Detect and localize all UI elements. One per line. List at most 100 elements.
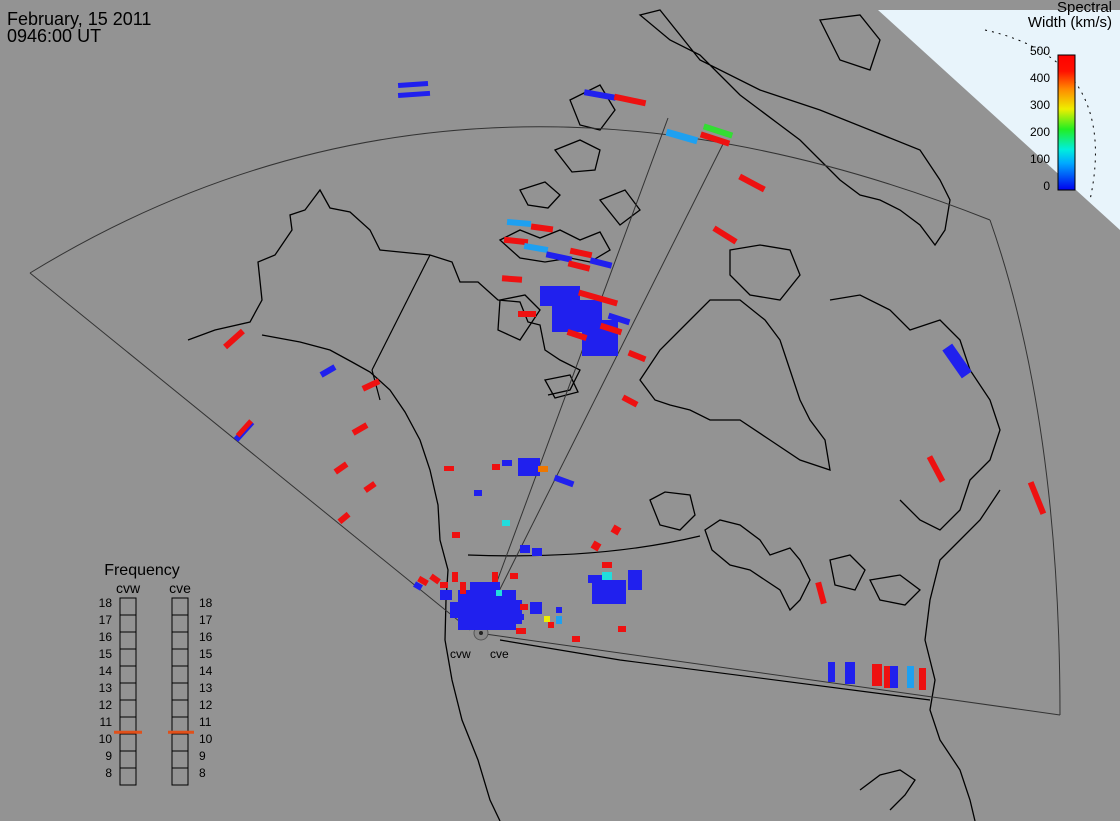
scatter-cell	[333, 461, 349, 475]
scatter-cell	[567, 260, 591, 272]
scatter-cell	[502, 460, 512, 466]
scatter-cell	[440, 582, 448, 588]
scatter-cell	[942, 343, 972, 379]
frequency-tick-label: 13	[99, 681, 113, 695]
scatter-cell	[440, 590, 452, 600]
frequency-tick-label: 8	[105, 766, 112, 780]
scatter-cell	[926, 455, 946, 483]
borders	[371, 254, 931, 701]
scatter-cell	[572, 636, 580, 642]
frequency-tick-label: 10	[99, 732, 113, 746]
scatter-cell	[502, 520, 510, 526]
scatter-cell	[712, 225, 738, 245]
colorbar-tick-label: 400	[1030, 71, 1050, 85]
scatter-cell	[553, 474, 575, 488]
frequency-tick-label: 18	[99, 596, 113, 610]
frequency-radar-right: cve	[169, 580, 191, 596]
scatter-cell	[607, 312, 631, 326]
scatter-cell	[518, 311, 536, 317]
scatter-cell	[566, 329, 588, 341]
scatter-cell	[538, 466, 548, 472]
frequency-cell	[119, 631, 137, 650]
scatter-cell	[602, 572, 612, 580]
frequency-tick-label: 17	[199, 613, 213, 627]
scatter-cell	[583, 89, 617, 101]
scatter-cell	[613, 93, 647, 107]
scatter-cell	[621, 394, 639, 408]
scatter-cell	[429, 573, 441, 585]
scatter-cell	[618, 626, 626, 632]
scatter-cell	[361, 378, 381, 392]
scatter-cell	[665, 128, 699, 145]
scatter-cell	[556, 607, 562, 613]
scatter-cell	[503, 236, 529, 246]
scatter-cell	[530, 602, 542, 614]
scatter-cell	[738, 173, 766, 193]
scatter-cell	[599, 322, 623, 336]
frequency-tick-label: 14	[199, 664, 213, 678]
scatter-cell	[520, 545, 530, 553]
scatter-cell	[514, 614, 524, 620]
frequency-tick-label: 9	[199, 749, 206, 763]
scatter-cell	[474, 490, 482, 496]
scatter-cell	[492, 464, 500, 470]
frequency-tick-label: 10	[199, 732, 213, 746]
scatter-cell	[556, 616, 562, 624]
scatter-cell	[588, 575, 612, 583]
radar-label-east: cve	[490, 647, 509, 661]
frequency-cell	[119, 699, 137, 718]
scatter-cell	[828, 662, 835, 682]
scatter-cell	[413, 581, 423, 591]
scatter-cell	[492, 572, 498, 582]
frequency-tick-label: 16	[99, 630, 113, 644]
colorbar-tick-label: 0	[1043, 179, 1050, 193]
frequency-tick-label: 11	[199, 715, 212, 729]
scatter-cell	[417, 575, 429, 587]
scatter-cell	[582, 320, 618, 356]
coastlines	[187, 9, 1001, 821]
frequency-radar-left: cvw	[116, 580, 141, 596]
scatter-cell	[569, 247, 593, 259]
frequency-cell	[119, 750, 137, 769]
frequency-cell	[119, 665, 137, 684]
scatter-cell	[702, 123, 734, 139]
frequency-cell	[171, 665, 189, 684]
scatter-cell	[532, 548, 542, 556]
frequency-cell	[171, 614, 189, 633]
frequency-cell	[171, 699, 189, 718]
scatter-cell	[592, 580, 626, 604]
frequency-tick-label: 12	[99, 698, 113, 712]
scatter-cell	[815, 581, 827, 605]
frequency-cell	[119, 648, 137, 667]
colorbar-tick-label: 300	[1030, 98, 1050, 112]
scatter-cell	[506, 218, 532, 228]
scatter-cell	[450, 602, 462, 618]
header-date: February, 15 2011	[7, 9, 152, 29]
frequency-cell	[171, 750, 189, 769]
scatter-cell	[590, 540, 602, 552]
frequency-tick-label: 18	[199, 596, 213, 610]
frequency-tick-label: 13	[199, 681, 213, 695]
scatter-cell	[235, 419, 253, 438]
scatter-cell	[523, 242, 549, 254]
scatter-cell	[319, 364, 337, 378]
frequency-cell	[171, 631, 189, 650]
scatter-cell	[602, 562, 612, 568]
field-of-view	[29, 117, 1061, 716]
scatter-cell	[907, 666, 914, 688]
scatter-cell	[699, 131, 731, 147]
scatter-cell	[919, 668, 926, 690]
colorbar	[1057, 54, 1076, 191]
header-time: 0946:00 UT	[7, 26, 102, 46]
frequency-left-column	[119, 597, 137, 786]
scatter-cell	[518, 458, 540, 476]
frequency-tick-label: 9	[105, 749, 112, 763]
scatter-cell	[397, 90, 431, 99]
scatter-cell	[890, 666, 898, 688]
scatter-cell	[548, 622, 554, 628]
colorbar-title-line2: Width (km/s)	[1027, 14, 1112, 31]
terminator-dotted-arc	[984, 29, 1096, 201]
frequency-tick-label: 17	[99, 613, 113, 627]
